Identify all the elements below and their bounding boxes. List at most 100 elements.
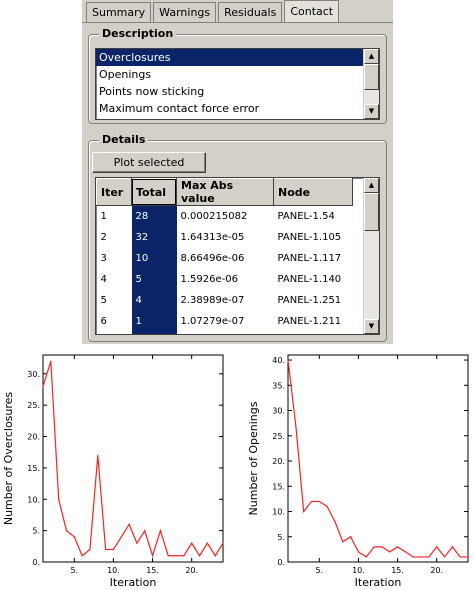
scroll-thumb[interactable] [364,193,379,231]
scroll-down-arrow-icon[interactable]: ▼ [364,104,379,119]
scroll-up-arrow-icon[interactable]: ▲ [364,49,379,64]
scroll-thumb[interactable] [364,64,379,90]
column-header-total[interactable]: Total [131,178,177,206]
cell-node: PANEL-1.251 [277,295,342,306]
data-point [65,530,68,532]
column-header-iter[interactable]: Iter [96,178,132,206]
x-tick-label: 20. [430,566,443,575]
list-item-points-sticking[interactable]: Points now sticking [99,85,205,98]
cell-node: PANEL-1.140 [277,274,342,285]
list-item-overclosures[interactable]: Overclosures [96,49,379,66]
data-point [81,555,83,557]
y-tick-label: 15. [272,482,285,491]
y-tick-label: 0. [277,558,285,567]
data-point [396,546,399,548]
y-tick-label: 40. [272,356,285,365]
plot-frame [287,354,469,563]
list-item-max-force-error[interactable]: Maximum contact force error [99,102,260,115]
cell-total: 28 [131,205,177,227]
x-tick-label: 5. [70,566,78,575]
data-point [105,548,107,551]
cell-iter: 2 [100,232,107,243]
cell-node: PANEL-1.54 [277,211,335,222]
data-point [287,359,289,361]
y-tick-label: 25. [272,432,285,441]
y-tick-label: 10. [272,508,285,517]
column-header-max-abs[interactable]: Max Abs value [176,178,274,206]
tab-residuals[interactable]: Residuals [218,2,283,22]
table-row[interactable]: 2 32 1.64313e-05 PANEL-1.105 [97,227,353,248]
tab-summary[interactable]: Summary [86,2,152,22]
x-axis-label: Iteration [355,576,402,589]
y-tick-label: 5. [277,533,285,542]
data-point [73,536,75,538]
plot-selected-column-button[interactable]: Plot selected column [92,152,206,188]
description-scrollbar[interactable]: ▲ ▼ [363,49,379,119]
details-group: Details Plot selected column Iter Total … [88,133,387,342]
cell-node: PANEL-1.117 [277,253,342,264]
series-line [42,361,224,558]
cell-max-abs: 2.38989e-07 [180,295,245,306]
data-point [136,542,138,544]
cell-max-abs: 1.07279e-07 [180,316,245,327]
data-point [214,555,216,557]
table-row[interactable]: 5 4 2.38989e-07 PANEL-1.251 [97,290,353,311]
cell-total: 10 [131,248,177,269]
data-point [404,551,406,553]
series-line [287,359,468,558]
scroll-down-arrow-icon[interactable]: ▼ [364,319,379,334]
y-tick-label: 15. [27,464,40,473]
table-row[interactable]: 1 28 0.000215082 PANEL-1.54 [97,205,353,227]
y-tick-label: 20. [27,433,40,442]
list-item-openings[interactable]: Openings [99,68,152,81]
scroll-up-arrow-icon[interactable]: ▲ [364,178,379,193]
data-point [420,556,422,558]
data-point [50,360,52,362]
tab-warnings[interactable]: Warnings [153,2,217,22]
data-point [389,551,391,553]
overclosures-chart: 0. 5. 10. 15. 20. 25. 30. 5. 10. 15. 20. Iteration N… [2,354,224,589]
column-header-node[interactable]: Node [273,178,353,206]
data-point [167,555,169,557]
data-point [365,556,367,558]
data-point [303,510,305,513]
data-point [183,555,185,557]
table-row[interactable]: 3 10 8.66496e-06 PANEL-1.117 [97,248,353,269]
data-point [151,555,154,557]
cell-iter: 4 [100,274,107,285]
details-scrollbar[interactable]: ▲ ▼ [363,178,379,334]
y-tick-label: 35. [272,381,285,390]
y-tick-label: 30. [27,370,40,379]
data-point [428,556,430,558]
data-point [58,498,60,500]
data-point [206,542,208,544]
data-point [318,500,320,503]
cell-iter: 7 [97,332,132,334]
details-table-container: Iter Total Max Abs value Node 1 28 0.00021… [95,177,380,335]
x-tick-label: 15. [391,566,404,575]
tab-contact[interactable]: Contact [284,0,340,22]
data-point [89,548,91,551]
cell-max-abs: 1.5926e-06 [180,274,238,285]
data-point [459,556,461,558]
plot-frame [42,354,224,563]
data-point [198,555,201,557]
y-tick-label: 5. [32,527,40,536]
description-listbox[interactable]: Overclosures Openings Points now stickin… [95,48,380,120]
data-point [159,530,161,532]
data-point [342,541,344,543]
data-point [350,536,352,538]
data-point [334,521,336,523]
table-row[interactable]: 4 5 1.5926e-06 PANEL-1.140 [97,269,353,290]
data-point [112,548,115,551]
cell-iter: 1 [100,211,107,222]
description-legend: Description [99,27,177,40]
data-point [295,425,297,427]
y-tick-label: 20. [272,457,285,466]
cell-max-abs: 8.66496e-06 [180,253,245,264]
tab-bar: Summary Warnings Residuals Contact [86,0,341,22]
cell-total: 1 [131,311,177,332]
table-row[interactable]: 6 1 1.07279e-07 PANEL-1.211 [97,311,353,332]
cell-total: 2 [131,332,177,334]
